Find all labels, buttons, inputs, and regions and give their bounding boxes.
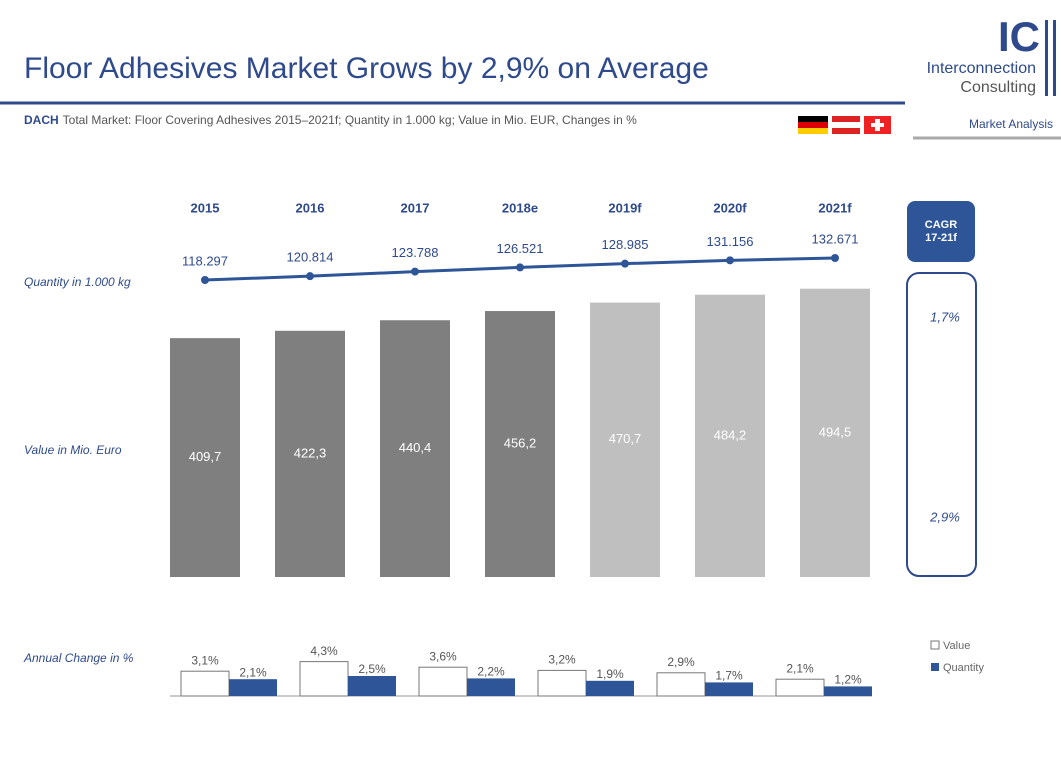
- value-bar: [590, 302, 660, 577]
- change-label: 2,5%: [358, 662, 386, 676]
- value-bar: [380, 320, 450, 577]
- quantity-value: 120.814: [287, 250, 334, 265]
- change-bar: [705, 682, 753, 696]
- value-label: 440,4: [399, 440, 432, 455]
- quantity-label: Quantity in 1.000 kg: [24, 275, 131, 289]
- value-bar: [695, 294, 765, 577]
- year-label: 2020f: [713, 200, 747, 215]
- change-bar: [299, 661, 349, 697]
- cagr-box: [906, 272, 977, 577]
- change-label: 3,1%: [191, 653, 219, 667]
- section-label: Market Analysis: [969, 117, 1053, 131]
- quantity-point: [306, 272, 314, 281]
- quantity-point: [201, 276, 209, 284]
- change-bar: [229, 679, 277, 696]
- value-label: 456,2: [504, 435, 537, 450]
- quantity-value: 128.985: [602, 237, 649, 252]
- value-label: 484,2: [714, 427, 747, 442]
- subtitle: DACH Total Market: Floor Covering Adhesiv…: [24, 113, 637, 127]
- change-label: 4,3%: [310, 644, 338, 658]
- change-label: 2,1%: [239, 665, 267, 679]
- flag-ch: [864, 116, 891, 134]
- value-label: Value in Mio. Euro: [24, 443, 122, 457]
- quantity-point: [516, 263, 524, 272]
- year-label: 2018e: [502, 200, 538, 215]
- change-bar: [656, 672, 706, 697]
- quantity-value: 131.156: [707, 234, 754, 249]
- change-label: 2,1%: [786, 661, 814, 675]
- quantity-point: [726, 256, 734, 265]
- change-bar: [348, 676, 396, 696]
- cagr-title: 17-21f: [925, 232, 957, 244]
- value-label: 470,7: [609, 431, 642, 446]
- change-bar: [467, 678, 515, 696]
- cagr-quantity: 1,7%: [930, 309, 960, 324]
- year-label: 2016: [296, 200, 325, 215]
- value-bar: [170, 338, 240, 577]
- logo-bar: [1045, 20, 1048, 96]
- change-bar: [775, 678, 825, 697]
- value-bar: [275, 330, 345, 577]
- change-label: 3,6%: [429, 649, 457, 663]
- logo-mark: IC: [998, 13, 1040, 60]
- logo-line2: Consulting: [960, 79, 1036, 96]
- title: Floor Adhesives Market Grows by 2,9% on …: [24, 52, 709, 85]
- cagr-title: CAGR: [925, 219, 957, 231]
- logo-line1: Interconnection: [927, 60, 1036, 77]
- flag-at: [832, 116, 860, 134]
- quantity-value: 123.788: [392, 245, 439, 260]
- value-label: 494,5: [819, 424, 852, 439]
- change-label: 1,7%: [715, 669, 743, 683]
- logo-bar: [1053, 20, 1056, 96]
- change-label: 2,2%: [477, 665, 505, 679]
- year-label: 2015: [191, 200, 220, 215]
- change-label: 1,2%: [834, 673, 862, 687]
- legend-label: Value: [943, 640, 970, 652]
- quantity-value: 132.671: [812, 231, 859, 246]
- change-bar: [537, 669, 587, 697]
- year-label: 2021f: [818, 200, 852, 215]
- subtitle-text: Total Market: Floor Covering Adhesives 2…: [63, 113, 637, 127]
- change-bar: [586, 680, 634, 696]
- legend-swatch: [931, 663, 939, 671]
- year-label: 2019f: [608, 200, 642, 215]
- flag-de: [798, 116, 828, 134]
- change-bar: [180, 670, 230, 697]
- quantity-value: 126.521: [497, 241, 544, 256]
- change-bar: [418, 666, 468, 697]
- legend-label: Quantity: [943, 662, 984, 674]
- year-label: 2017: [401, 200, 430, 215]
- legend-swatch: [930, 640, 940, 650]
- quantity-value: 118.297: [182, 253, 228, 268]
- quantity-point: [621, 259, 629, 268]
- change-label: Annual Change in %: [23, 651, 134, 665]
- change-label: 2,9%: [667, 655, 695, 669]
- quantity-point: [411, 267, 419, 276]
- change-label: 1,9%: [596, 667, 624, 681]
- subtitle-bold: DACH: [24, 113, 59, 127]
- quantity-point: [831, 254, 839, 262]
- change-label: 3,2%: [548, 653, 576, 667]
- value-label: 422,3: [294, 445, 327, 460]
- cagr-header: [907, 201, 975, 262]
- value-bar: [485, 311, 555, 577]
- value-bar: [800, 288, 870, 577]
- cagr-value: 2,9%: [929, 509, 960, 524]
- value-label: 409,7: [189, 449, 222, 464]
- change-bar: [824, 686, 872, 696]
